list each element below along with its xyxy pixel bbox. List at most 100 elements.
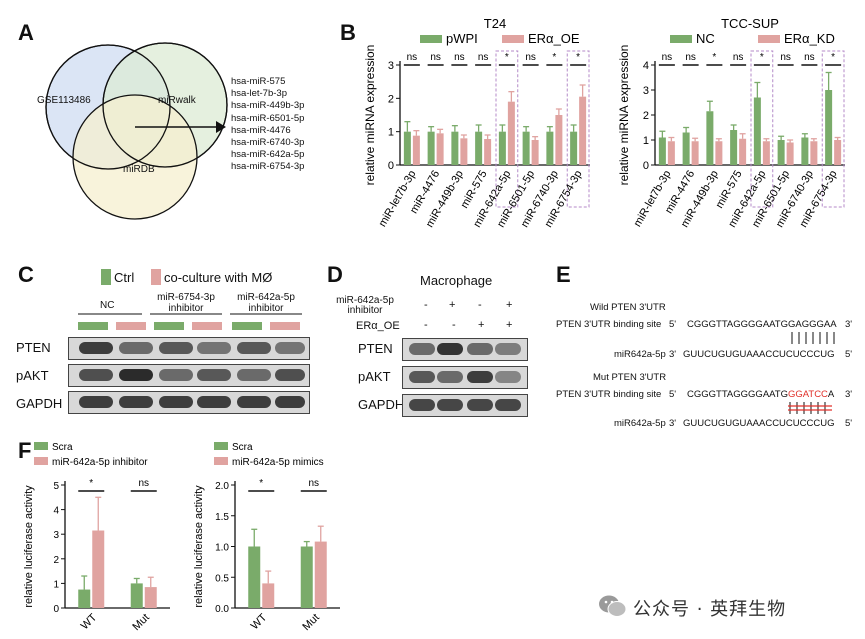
bar [730, 130, 738, 165]
significance-label: * [576, 52, 580, 63]
legend-swatch [670, 35, 692, 43]
bar [825, 90, 833, 165]
sign: - [452, 319, 456, 331]
y-tick-label: 1 [53, 579, 59, 590]
list-item: hsa-miR-575 [231, 76, 286, 87]
blot-gapdh-d [402, 394, 528, 417]
legend-swatch [214, 457, 228, 465]
list-item: hsa-miR-6740-3p [231, 137, 305, 149]
wild-site-5: 5' [669, 319, 677, 330]
y-tick-label: 1.5 [215, 512, 229, 523]
venn-diagram [45, 42, 228, 220]
y-tick-label: 5 [53, 481, 59, 492]
legend-label: NC [696, 31, 715, 46]
legend-label: Scra [52, 442, 73, 453]
mut-pairing-lines [788, 402, 832, 414]
blot-gapdh-c [68, 391, 310, 414]
significance-label: ns [525, 52, 536, 63]
y-tick-label: 3 [53, 530, 59, 541]
significance-label: ns [430, 52, 441, 63]
bar [715, 141, 723, 165]
bar [484, 139, 492, 165]
legend-swatch [502, 35, 524, 43]
group-underlines [78, 313, 302, 330]
significance-label: ns [454, 52, 465, 63]
blot-pakt-c [68, 364, 310, 387]
y-tick-label: 0 [643, 160, 649, 172]
y-tick-label: 2 [643, 110, 649, 122]
bar [460, 138, 468, 165]
bar [522, 131, 530, 165]
wild-mir-label: miR642a-5p [614, 349, 666, 360]
bar [427, 131, 435, 165]
mut-mir-seq: GUUCUGUGUAAACCUCUCCCUG [683, 418, 835, 429]
y-axis-label: relative luciferase activity [193, 485, 205, 608]
panel-label-d: D [327, 262, 343, 287]
legend-ctrl-swatch [101, 269, 111, 285]
panel-label-c: C [18, 262, 34, 287]
mut-site-seq-red: GGATCC [787, 389, 828, 400]
bar [570, 131, 578, 165]
significance-label: * [89, 478, 93, 489]
highlight-box [821, 50, 845, 208]
wild-site-seq: CGGGTTAGGGGAATGGAGGGAA [687, 319, 837, 330]
blot-pten-d [402, 338, 528, 361]
bar [546, 131, 554, 165]
wechat-icon [599, 595, 627, 617]
y-axis-label: relative miRNA expression [617, 45, 631, 186]
legend-label: miR-642a-5p mimics [232, 457, 324, 468]
y-axis-label: relative luciferase activity [23, 485, 35, 608]
significance-label: ns [308, 478, 319, 489]
y-axis-label: relative miRNA expression [363, 45, 377, 186]
mut-mir-label: miR642a-5p [614, 418, 666, 429]
bar [498, 131, 506, 165]
wild-mir-seq: GUUCUGUGUAAACCUCUCCCUG [683, 349, 835, 360]
significance-label: * [552, 52, 556, 63]
chart-luciferase-mimics: 0.0 0.5 1.0 1.5 2.0 relative luciferase activ… [193, 442, 340, 633]
bar [667, 141, 675, 165]
bar [451, 131, 459, 165]
list-item: hsa-let-7b-3p [231, 88, 287, 100]
sign: + [506, 299, 513, 311]
bar [579, 96, 587, 165]
group-label-mir6754: miR-6754-3p inhibitor [157, 292, 215, 314]
bar [314, 541, 327, 608]
bar [762, 141, 770, 165]
x-tick-label: WT [249, 611, 270, 632]
sign: - [424, 299, 428, 311]
y-tick-label: 0.5 [215, 573, 229, 584]
condition-label-eroe: ERα_OE [356, 320, 400, 332]
mut-title: Mut PTEN 3'UTR [593, 372, 667, 383]
x-tick-label: WT [79, 611, 100, 632]
significance-label: ns [804, 52, 815, 63]
wild-mir-5: 5' [845, 349, 853, 360]
y-tick-label: 0.0 [215, 604, 229, 615]
list-item: hsa-miR-449b-3p [231, 100, 305, 112]
y-tick-label: 1 [643, 135, 649, 147]
legend-swatch [758, 35, 780, 43]
bar [144, 587, 157, 608]
x-tick-label: miR-let7b-3p [377, 169, 419, 230]
x-tick-label: Mut [300, 612, 321, 633]
condition-label-inhibitor: miR-642a-5p inhibitor [336, 295, 394, 316]
panel-label-e: E [556, 262, 571, 287]
significance-label: * [760, 52, 764, 63]
list-item: hsa-miR-6501-5p [231, 112, 305, 124]
bar [403, 131, 411, 165]
legend-label: Scra [232, 442, 253, 453]
blot-pten-c [68, 337, 310, 360]
legend-swatch [34, 457, 48, 465]
mut-site-label: PTEN 3'UTR binding site [556, 389, 662, 400]
bar [555, 115, 563, 165]
bar [777, 140, 785, 165]
wild-mir-3: 3' [669, 349, 677, 360]
bar [92, 530, 105, 608]
bar [658, 137, 666, 165]
legend-label: pWPI [446, 31, 478, 46]
sign: - [478, 299, 482, 311]
mut-site-3: 3' [845, 389, 853, 400]
significance-label: ns [407, 52, 418, 63]
y-tick-label: 2 [53, 555, 59, 566]
list-item: hsa-miR-642a-5p [231, 149, 305, 161]
chart-tcc-sup: TCC-SUP 0 1 2 3 4 relative miRNA expression ns m… [617, 16, 845, 230]
